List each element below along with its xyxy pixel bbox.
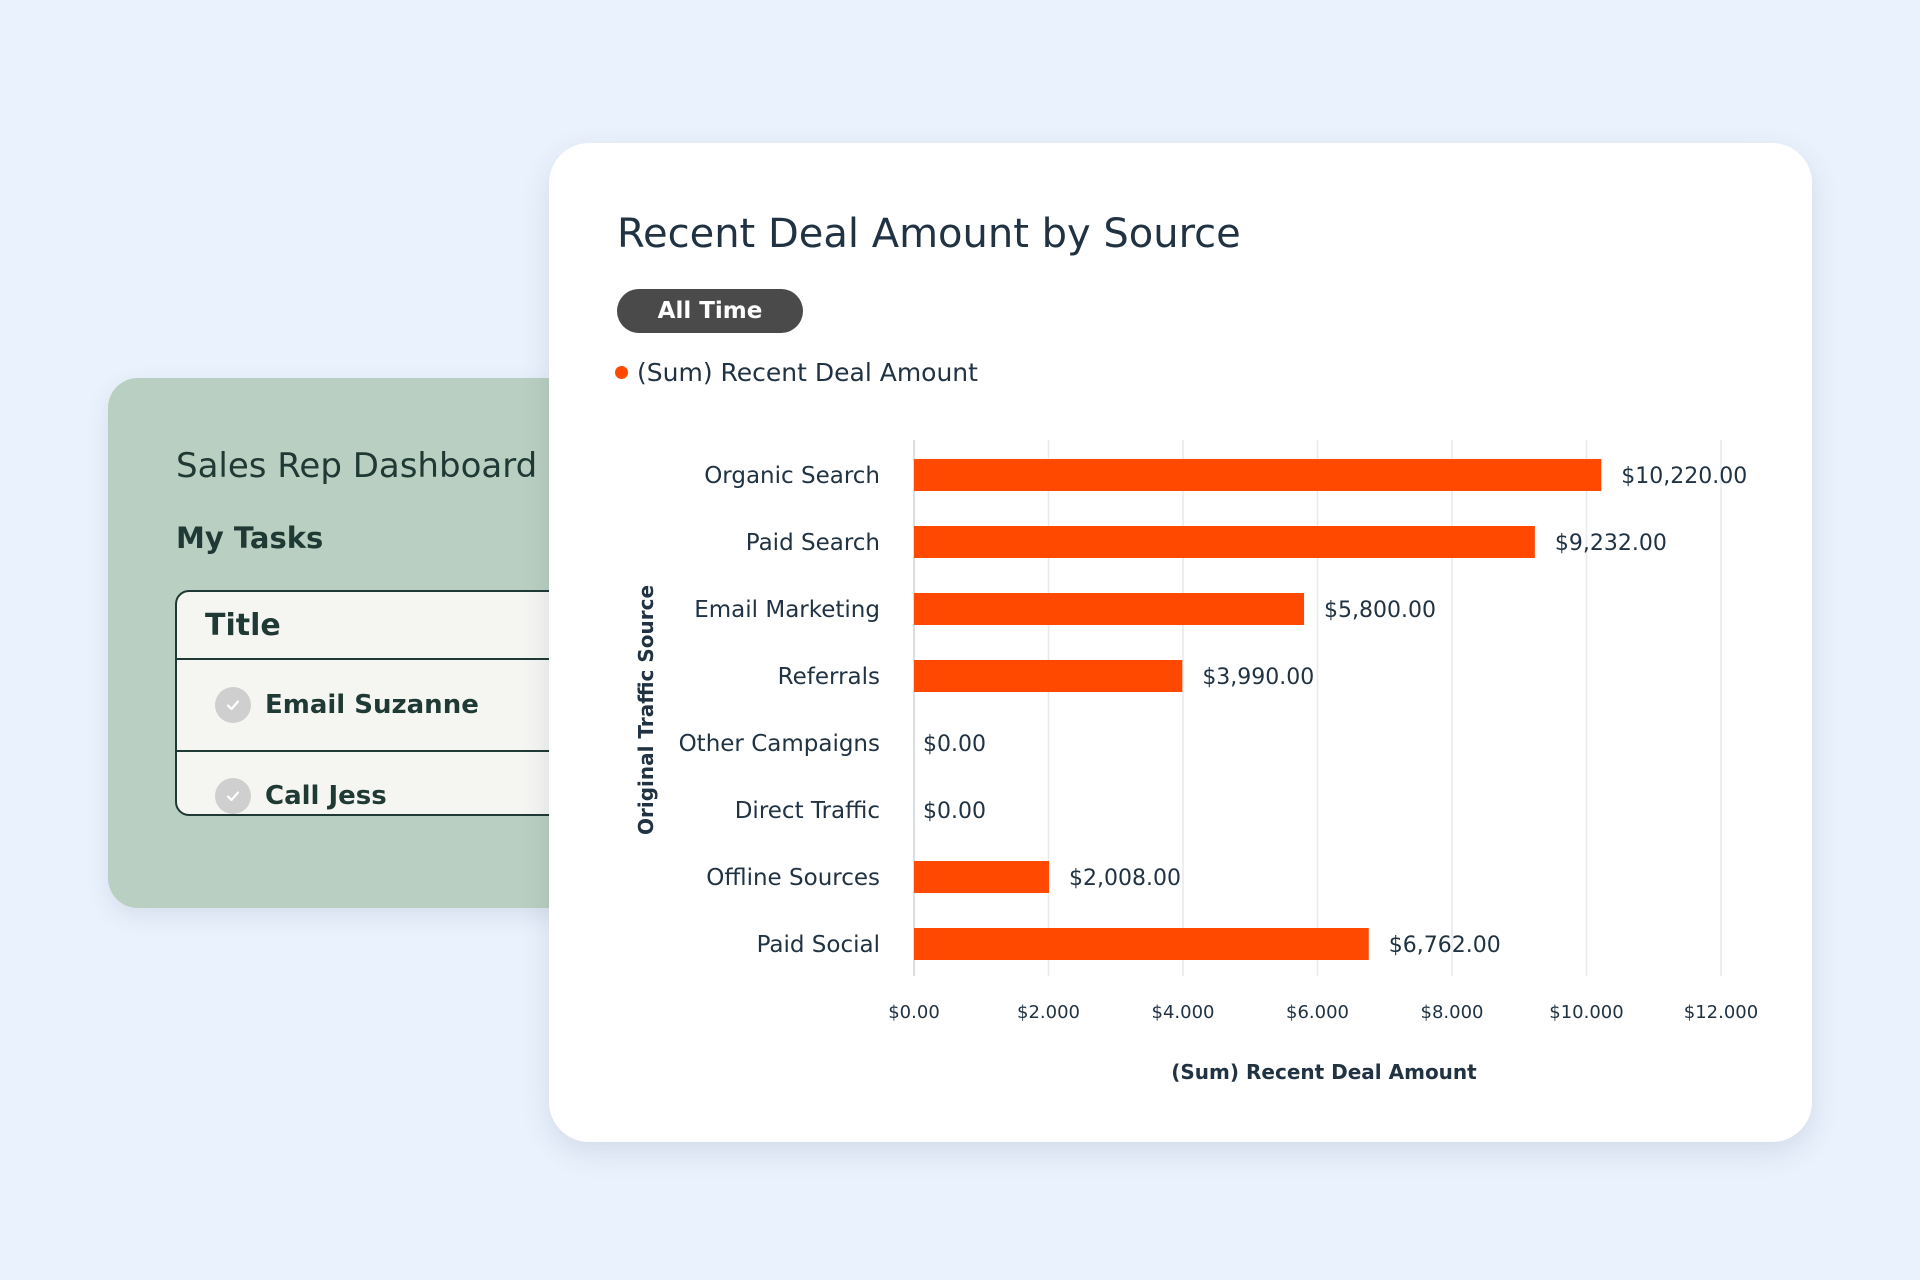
y-tick-label: Email Marketing <box>694 597 880 623</box>
bar-value-label: $3,990.00 <box>1202 665 1314 690</box>
sales-rep-dashboard-card: Sales Rep Dashboard My Tasks Title Email… <box>108 378 595 908</box>
my-tasks-heading: My Tasks <box>176 521 324 555</box>
chart-legend[interactable]: (Sum) Recent Deal Amount <box>615 358 978 387</box>
tasks-table-header: Title <box>177 592 593 660</box>
bar-value-label: $6,762.00 <box>1389 933 1501 958</box>
bar-value-label: $2,008.00 <box>1069 866 1181 891</box>
y-tick-label: Paid Social <box>757 932 880 958</box>
bar <box>914 593 1305 625</box>
x-tick-label: $6.000 <box>1286 1002 1349 1023</box>
bar-value-label: $9,232.00 <box>1555 531 1667 556</box>
legend-dot-icon <box>615 366 628 379</box>
task-label: Call Jess <box>265 781 387 811</box>
bar-value-label: $10,220.00 <box>1621 464 1747 489</box>
y-tick-label: Other Campaigns <box>679 731 880 757</box>
tasks-table: Title Email Suzanne Call Jess <box>175 590 595 816</box>
grid-lines <box>913 440 1722 976</box>
check-circle-icon[interactable] <box>215 687 251 723</box>
y-tick-label: Referrals <box>778 664 880 690</box>
deal-amount-chart-card: Recent Deal Amount by Source All Time (S… <box>549 143 1812 1142</box>
x-tick-label: $0.00 <box>888 1002 940 1023</box>
date-range-filter-button[interactable]: All Time <box>617 289 803 333</box>
bar-chart: $0.00 $2.000 $4.000 $6.000 $8.000 $10.000 $12.… <box>634 440 1758 1084</box>
bar <box>914 459 1602 491</box>
task-label: Email Suzanne <box>265 690 479 720</box>
labels: $0.00 $2.000 $4.000 $6.000 $8.000 $10.000 $12.… <box>634 463 1758 1084</box>
bar-value-label: $0.00 <box>923 732 986 757</box>
x-tick-label: $2.000 <box>1017 1002 1080 1023</box>
x-tick-label: $8.000 <box>1421 1002 1484 1023</box>
y-tick-label: Paid Search <box>746 530 880 556</box>
bar <box>914 660 1183 692</box>
x-tick-label: $4.000 <box>1152 1002 1215 1023</box>
task-row[interactable]: Call Jess <box>177 750 593 814</box>
task-row[interactable]: Email Suzanne <box>177 660 593 750</box>
bar <box>914 861 1050 893</box>
bar <box>914 526 1535 558</box>
legend-label: (Sum) Recent Deal Amount <box>637 358 978 387</box>
y-tick-label: Direct Traffic <box>735 798 880 824</box>
chart-title: Recent Deal Amount by Source <box>617 211 1241 257</box>
dashboard-title: Sales Rep Dashboard <box>176 446 538 486</box>
x-axis-title: (Sum) Recent Deal Amount <box>1171 1060 1477 1084</box>
y-tick-label: Organic Search <box>704 463 880 489</box>
bar-value-label: $0.00 <box>923 799 986 824</box>
y-tick-label: Offline Sources <box>706 865 880 891</box>
check-circle-icon[interactable] <box>215 778 251 814</box>
bar-value-label: $5,800.00 <box>1324 598 1436 623</box>
y-axis-title: Original Traffic Source <box>634 585 658 835</box>
bars <box>914 459 1602 960</box>
x-tick-label: $12.000 <box>1684 1002 1758 1023</box>
bar <box>914 928 1369 960</box>
x-tick-label: $10.000 <box>1549 1002 1623 1023</box>
